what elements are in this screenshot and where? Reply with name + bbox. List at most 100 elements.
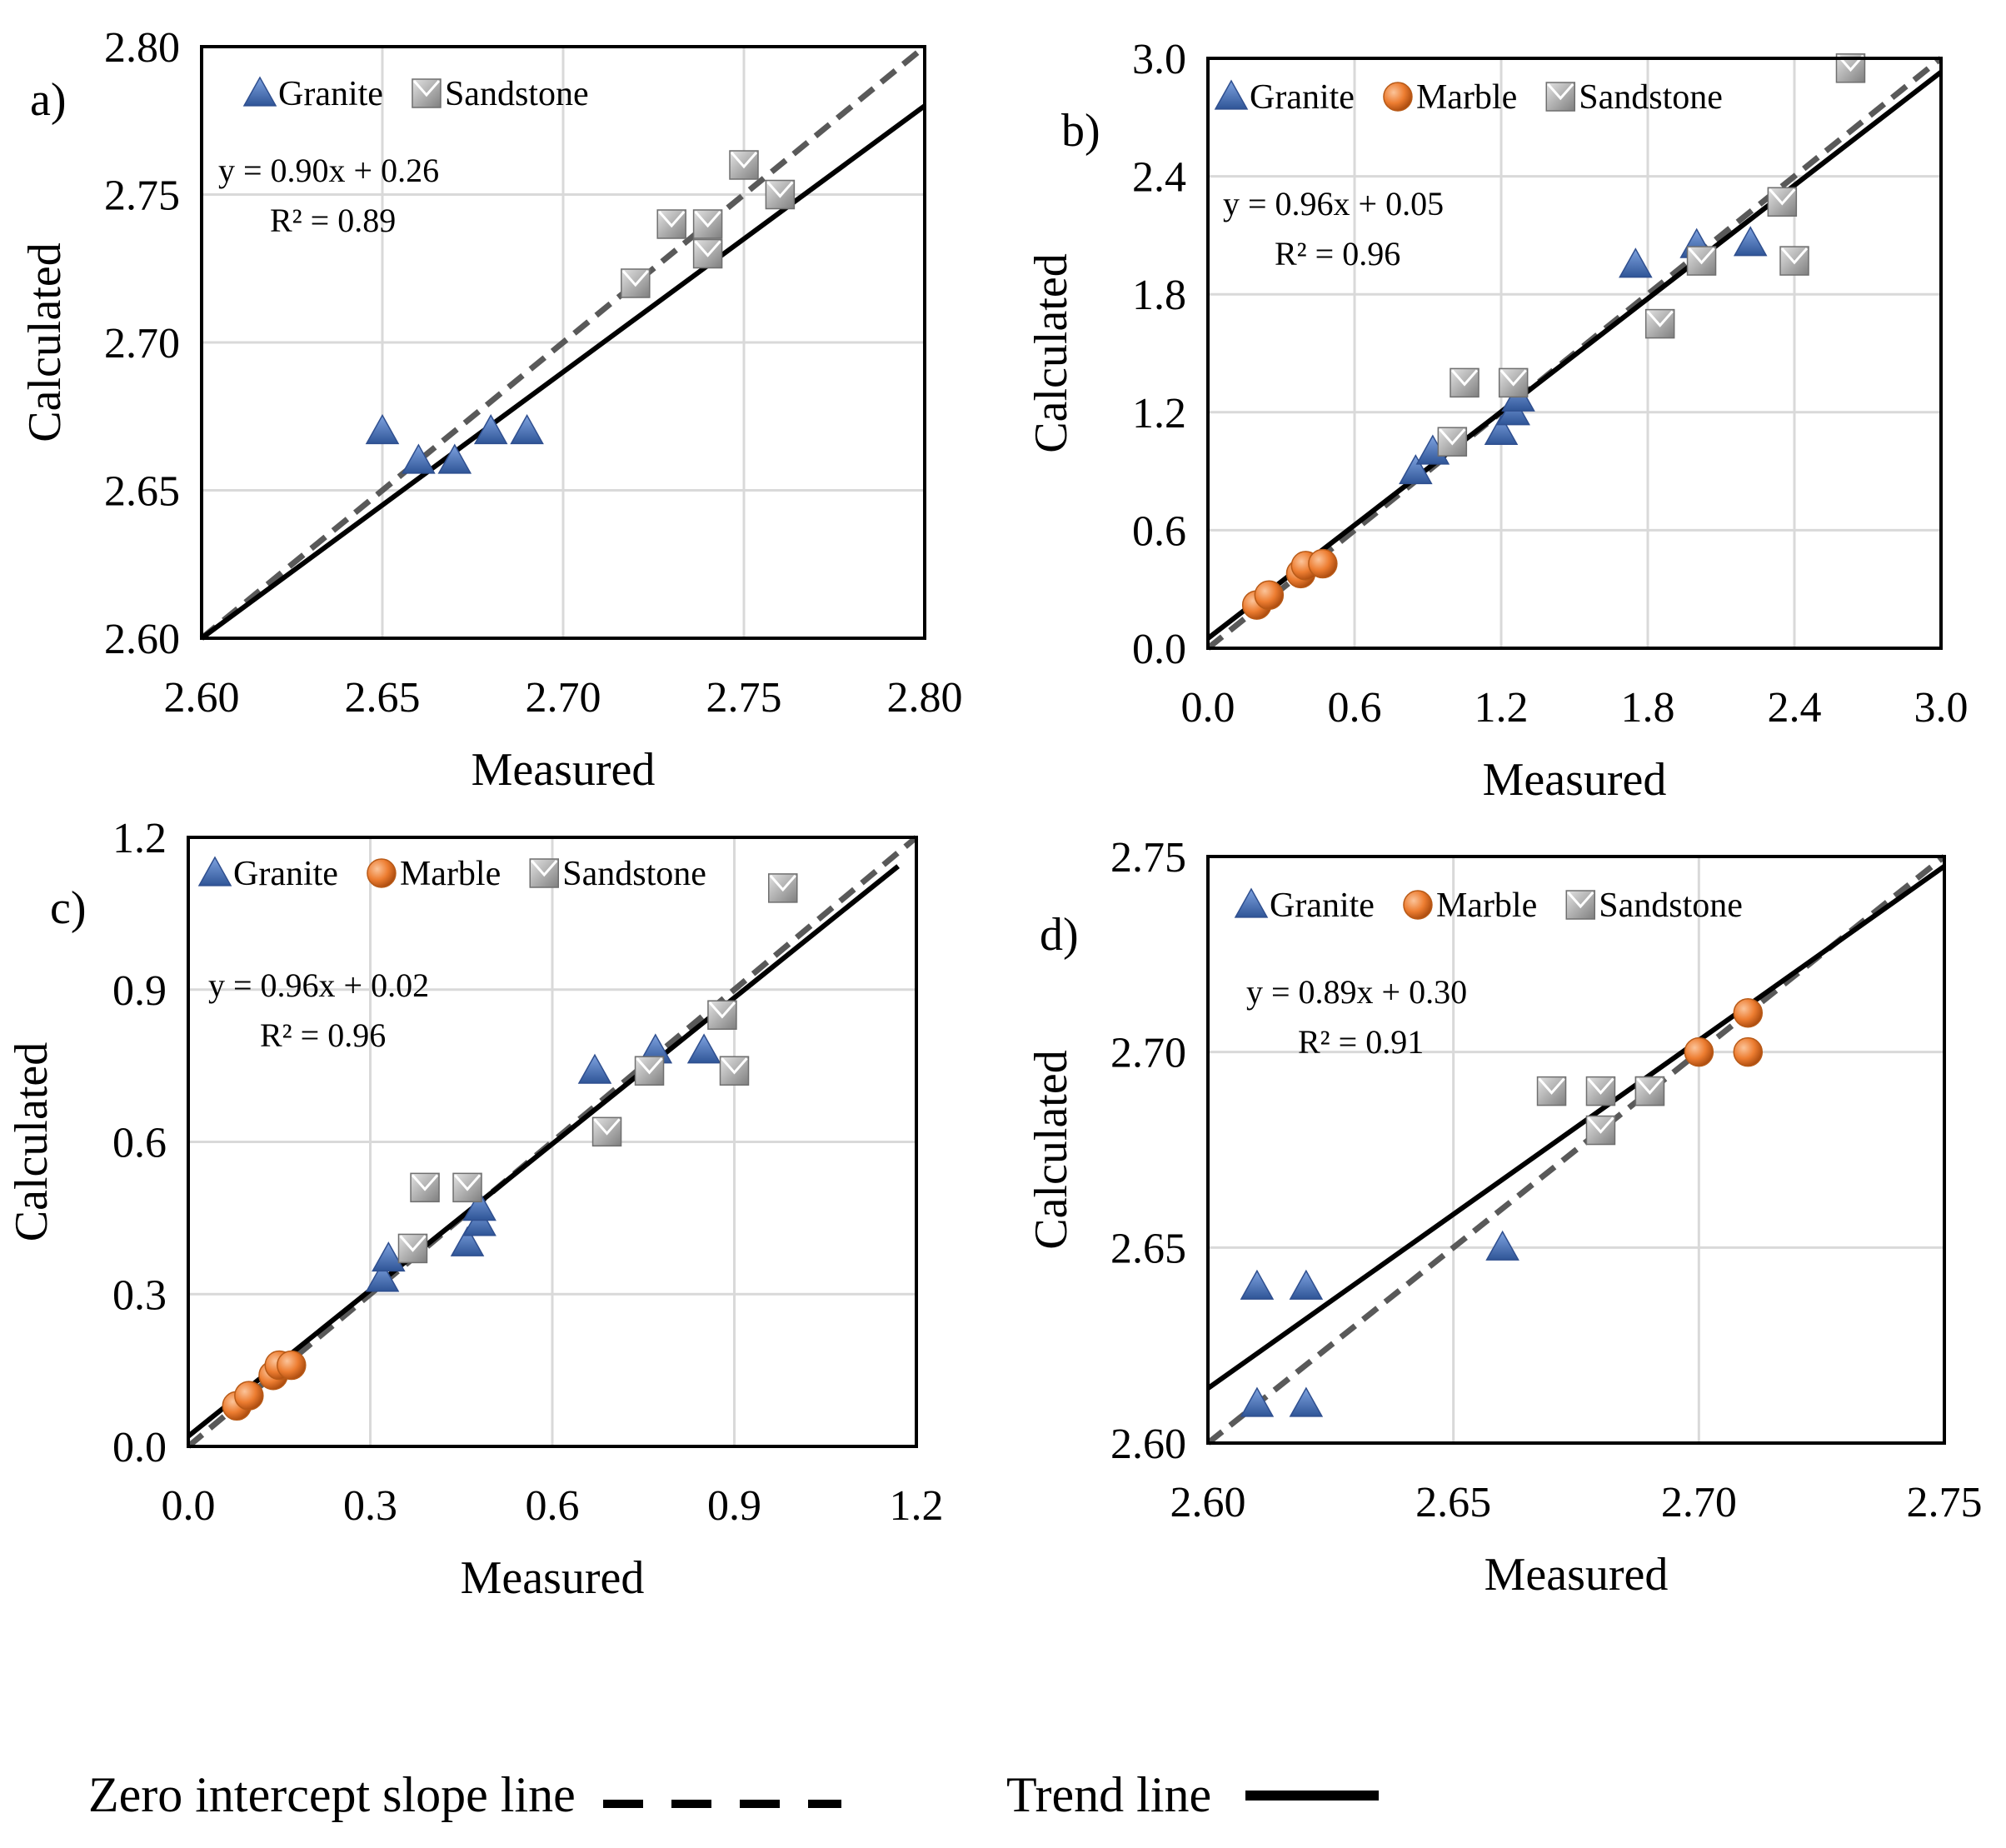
x-tick-label: 2.60 (164, 674, 240, 722)
granite-point (365, 1261, 400, 1292)
sandstone-legend-label: Sandstone (1599, 887, 1743, 925)
x-tick-label: 2.65 (345, 674, 421, 722)
granite-point (462, 1206, 497, 1236)
granite-legend-label: Granite (1270, 887, 1375, 925)
x-axis-title: Measured (461, 1552, 645, 1604)
granite-point (510, 413, 544, 445)
marble-legend-marker (1403, 890, 1433, 920)
scatter-panel-b: 0.0 0.6 1.2 1.8 2.4 3.0 0.0 0.6 1.2 1.8 2.4 3.0 Gran… (1025, 36, 1969, 806)
trend-line (187, 864, 901, 1439)
marble-legend-label: Marble (1436, 887, 1537, 925)
granite-legend-marker (1214, 79, 1249, 110)
trend-line-legend-label: Trend line (1006, 1767, 1212, 1822)
granite-point (1240, 1386, 1275, 1417)
granite-point (577, 1053, 612, 1084)
y-tick-label: 1.2 (112, 815, 167, 862)
granite-point (1289, 1269, 1324, 1300)
x-tick-label: 1.2 (890, 1482, 944, 1530)
sandstone-point (765, 179, 796, 210)
sandstone-point (692, 209, 723, 239)
sandstone-point (452, 1172, 482, 1203)
marble-point (1308, 548, 1338, 579)
granite-point (686, 1033, 721, 1064)
trend-line (1206, 864, 1946, 1391)
x-tick-label: 0.9 (707, 1482, 761, 1530)
granite-legend-label: Granite (278, 75, 383, 113)
granite-point (1619, 247, 1653, 278)
zero-intercept-line (186, 835, 919, 1449)
granite-legend-label: Granite (233, 855, 338, 893)
x-tick-label: 0.0 (1181, 684, 1235, 732)
marble-point (1733, 1036, 1764, 1067)
y-tick-label: 2.70 (104, 320, 180, 367)
marble-point (1733, 997, 1764, 1028)
x-tick-label: 2.4 (1768, 684, 1822, 732)
sandstone-point (1585, 1115, 1616, 1146)
granite-point (473, 413, 508, 445)
granite-point (372, 1241, 406, 1272)
plot-area-border (1206, 57, 1943, 650)
sandstone-point (1536, 1076, 1567, 1106)
x-tick-label: 3.0 (1914, 684, 1969, 732)
granite-point (1733, 226, 1768, 257)
y-tick-label: 2.65 (1110, 1225, 1186, 1272)
sandstone-point (1450, 367, 1480, 398)
sandstone-point (1585, 1076, 1616, 1106)
y-tick-label: 1.2 (1132, 390, 1186, 437)
r-squared-label: R² = 0.96 (260, 1016, 386, 1054)
marble-legend-marker (367, 858, 397, 888)
x-tick-label: 2.60 (1170, 1479, 1246, 1526)
y-tick-label: 1.8 (1132, 272, 1186, 319)
marble-point (277, 1350, 307, 1381)
sandstone-point (1767, 187, 1798, 217)
sandstone-legend-label: Sandstone (562, 855, 706, 893)
scatter-panel-a: 2.60 2.65 2.70 2.75 2.80 2.60 2.65 2.70 2.75 2.80… (19, 24, 963, 796)
sandstone-point (397, 1233, 428, 1264)
granite-legend-marker (1234, 887, 1269, 918)
granite-point (365, 413, 400, 445)
y-tick-label: 0.6 (1132, 507, 1186, 555)
granite-point (402, 443, 436, 474)
x-tick-label: 2.65 (1415, 1479, 1491, 1526)
r-squared-label: R² = 0.96 (1275, 235, 1400, 272)
sandstone-point (1686, 246, 1717, 276)
scatter-panel-d: 2.60 2.65 2.70 2.75 2.60 2.65 2.70 2.75 Granite M… (1025, 834, 1983, 1601)
y-axis-title: Calculated (6, 1042, 57, 1241)
sandstone-point (1779, 246, 1809, 276)
regression-equation: y = 0.96x + 0.05 (1223, 185, 1444, 222)
sandstone-legend-marker (529, 858, 559, 888)
dashed-line-sample (602, 1800, 841, 1809)
sandstone-point (1644, 308, 1675, 339)
x-axis-title: Measured (472, 744, 656, 796)
regression-equation: y = 0.96x + 0.02 (208, 966, 429, 1004)
y-tick-label: 2.60 (1110, 1421, 1186, 1468)
sandstone-point (621, 268, 651, 298)
y-tick-label: 0.0 (112, 1424, 167, 1471)
y-tick-label: 2.70 (1110, 1030, 1186, 1077)
x-tick-label: 0.6 (1328, 684, 1382, 732)
plot-area-border (187, 836, 918, 1448)
marble-legend-marker (1383, 82, 1413, 112)
sandstone-point (707, 1000, 737, 1030)
sandstone-legend-marker (1545, 82, 1575, 112)
y-tick-label: 2.65 (104, 468, 180, 516)
y-tick-label: 0.6 (112, 1120, 167, 1167)
sandstone-point (656, 209, 686, 239)
x-tick-label: 2.75 (1907, 1479, 1983, 1526)
granite-legend-marker (242, 76, 277, 107)
sandstone-point (634, 1056, 665, 1086)
granite-point (1240, 1269, 1275, 1300)
granite-point (437, 443, 472, 474)
zero-intercept-line (1205, 854, 1947, 1446)
sandstone-point (410, 1172, 440, 1203)
x-tick-label: 2.70 (526, 674, 601, 722)
sandstone-point (719, 1056, 750, 1086)
y-axis-title: Calculated (1025, 1050, 1077, 1249)
panel-label: b) (1061, 105, 1100, 157)
granite-point (462, 1191, 497, 1221)
marble-point (234, 1381, 264, 1411)
sandstone-point (1498, 367, 1529, 398)
x-tick-label: 2.70 (1661, 1479, 1737, 1526)
granite-point (450, 1226, 485, 1256)
